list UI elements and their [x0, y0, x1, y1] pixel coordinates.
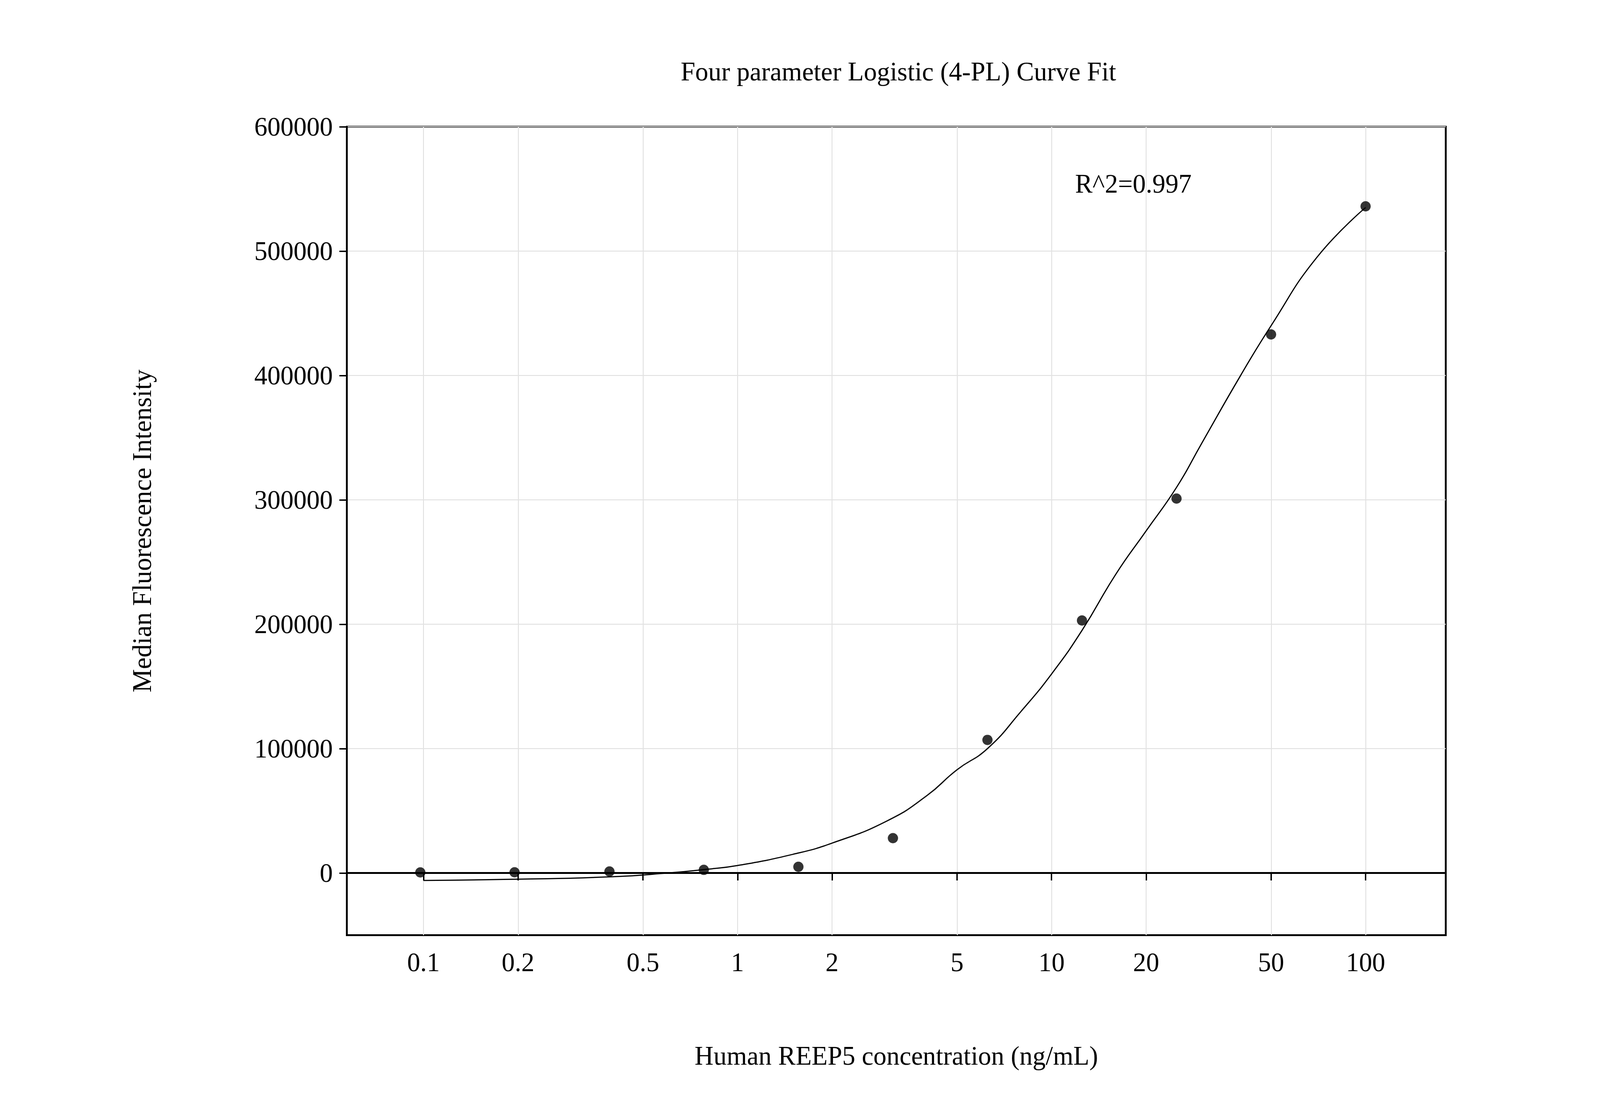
svg-text:200000: 200000 [254, 609, 333, 639]
svg-text:100000: 100000 [254, 733, 333, 763]
svg-text:Median Fluorescence Intensity: Median Fluorescence Intensity [127, 369, 157, 692]
svg-text:500000: 500000 [254, 236, 333, 266]
svg-text:0: 0 [319, 858, 333, 888]
svg-text:0.1: 0.1 [407, 947, 440, 977]
svg-text:0.2: 0.2 [501, 947, 535, 977]
svg-text:10: 10 [1038, 947, 1065, 977]
svg-text:0.5: 0.5 [626, 947, 660, 977]
svg-text:1: 1 [731, 947, 745, 977]
svg-text:Four parameter Logistic (4-PL): Four parameter Logistic (4-PL) Curve Fit [680, 57, 1117, 87]
svg-text:300000: 300000 [254, 485, 333, 515]
svg-text:20: 20 [1133, 947, 1160, 977]
svg-text:100: 100 [1346, 947, 1386, 977]
svg-text:400000: 400000 [254, 360, 333, 390]
svg-text:2: 2 [825, 947, 839, 977]
svg-text:Human REEP5 concentration (ng/: Human REEP5 concentration (ng/mL) [694, 1040, 1098, 1071]
svg-text:50: 50 [1257, 947, 1285, 977]
svg-text:600000: 600000 [254, 112, 333, 142]
svg-text:R^2=0.997: R^2=0.997 [1075, 169, 1192, 199]
svg-text:5: 5 [950, 947, 964, 977]
